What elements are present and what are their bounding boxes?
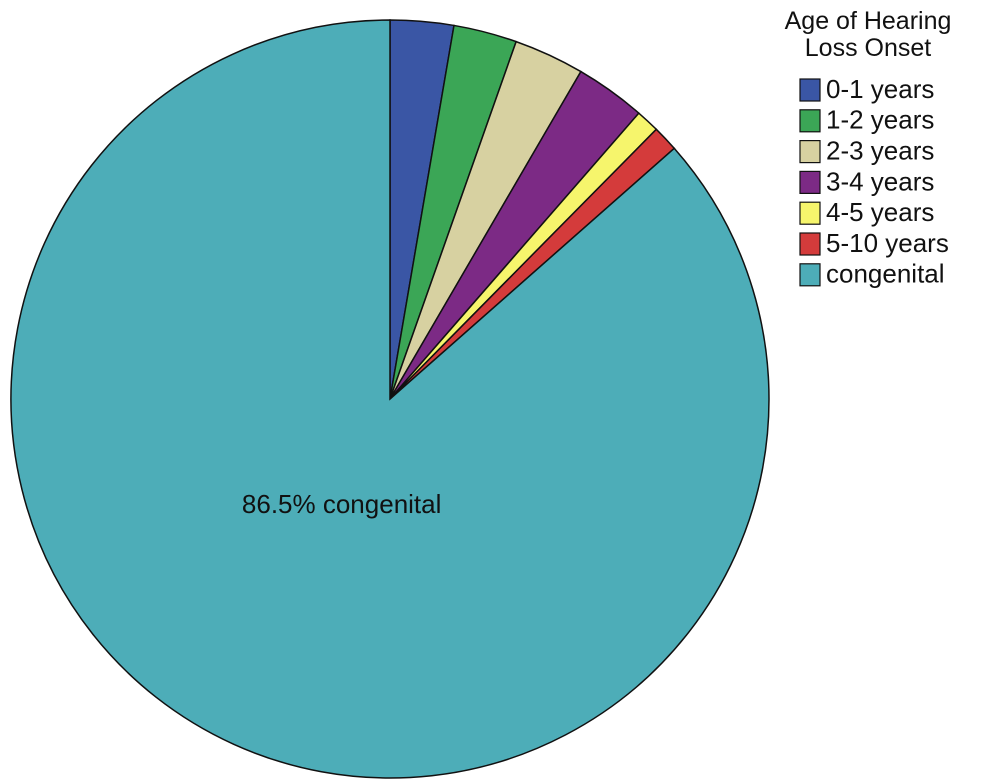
- legend-label: 1-2 years: [826, 105, 934, 135]
- legend-label: congenital: [826, 259, 945, 289]
- legend-swatch: [799, 109, 821, 133]
- legend-swatch: [799, 78, 821, 102]
- legend-swatch: [799, 263, 821, 287]
- slice-label: 86.5% congenital: [242, 489, 441, 519]
- legend-label: 2-3 years: [826, 135, 934, 165]
- legend-swatch: [799, 140, 821, 164]
- legend-label: 3-4 years: [826, 166, 934, 196]
- legend-swatch: [799, 201, 821, 225]
- legend-swatch: [799, 232, 821, 256]
- legend-label: 4-5 years: [826, 197, 934, 227]
- legend-title: Age of Hearing Loss Onset: [784, 7, 952, 62]
- legend-swatch: [799, 170, 821, 194]
- pie-slice: [10, 19, 770, 779]
- legend-label: 0-1 years: [826, 74, 934, 104]
- legend-label: 5-10 years: [826, 228, 949, 258]
